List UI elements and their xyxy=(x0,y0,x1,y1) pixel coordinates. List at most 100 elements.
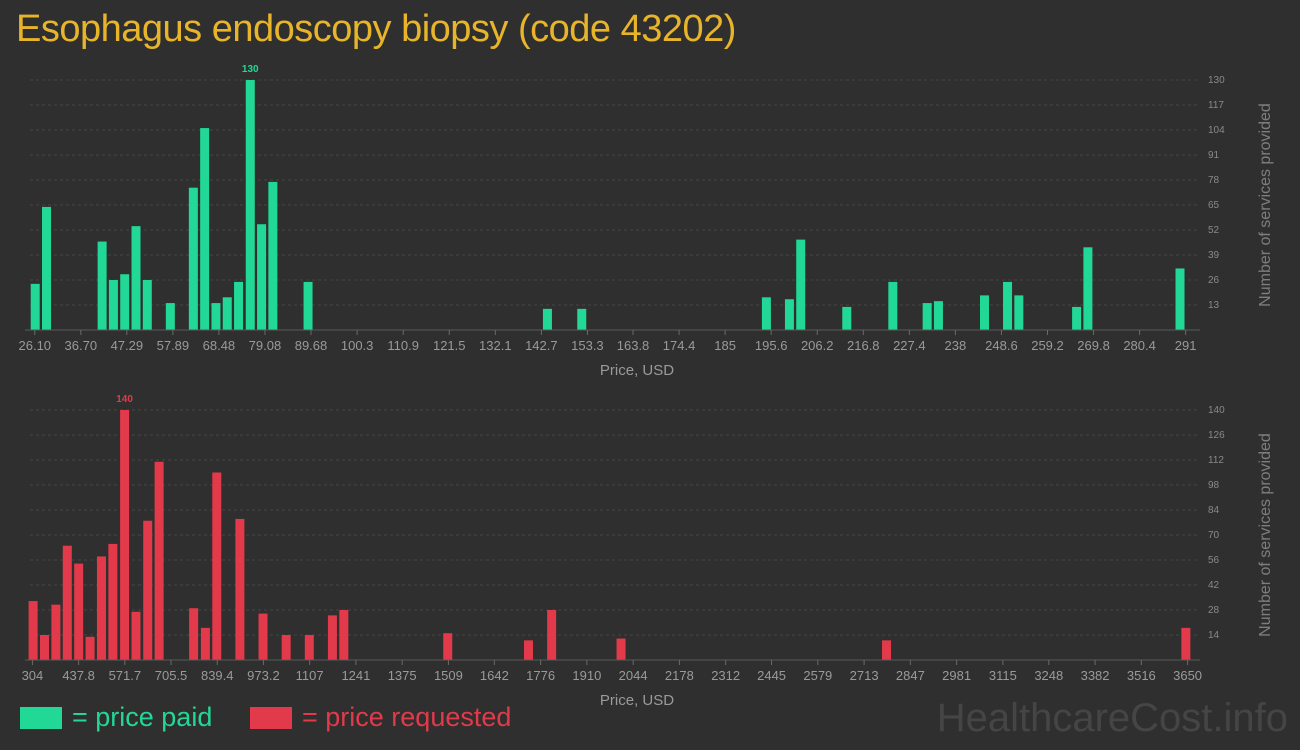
paid-xtick-label: 248.6 xyxy=(985,338,1018,353)
paid-xtick-label: 47.29 xyxy=(111,338,144,353)
paid-bar xyxy=(1072,306,1082,330)
requested-bar xyxy=(154,461,164,660)
paid-bar xyxy=(761,297,771,330)
paid-xtick-label: 291 xyxy=(1175,338,1197,353)
requested-xtick-label: 2981 xyxy=(942,668,971,683)
paid-xtick-label: 153.3 xyxy=(571,338,604,353)
legend-paid-label: = price paid xyxy=(72,702,213,732)
paid-bar xyxy=(108,280,118,330)
paid-bar xyxy=(268,181,278,330)
paid-bar xyxy=(142,280,152,330)
requested-xtick-label: 1910 xyxy=(572,668,601,683)
requested-bar xyxy=(28,601,38,660)
paid-xtick-label: 206.2 xyxy=(801,338,834,353)
requested-bar xyxy=(85,636,95,660)
paid-xtick-label: 238 xyxy=(945,338,967,353)
paid-ytick-label: 104 xyxy=(1208,125,1225,136)
requested-ytick-label: 70 xyxy=(1208,530,1220,541)
paid-bar xyxy=(42,206,52,330)
legend-price-paid: = price paid xyxy=(20,702,212,733)
requested-xtick-label: 304 xyxy=(22,668,44,683)
paid-ytick-label: 13 xyxy=(1208,300,1220,311)
paid-xtick-label: 195.6 xyxy=(755,338,788,353)
page-title: Esophagus endoscopy biopsy (code 43202) xyxy=(16,8,736,50)
paid-xtick-label: 79.08 xyxy=(249,338,282,353)
requested-bar xyxy=(131,611,141,660)
requested-bar xyxy=(96,556,106,660)
paid-xtick-label: 142.7 xyxy=(525,338,558,353)
paid-bar xyxy=(842,306,852,330)
requested-bar xyxy=(882,640,892,660)
requested-bar xyxy=(281,635,291,660)
requested-bar xyxy=(40,635,49,660)
paid-ytick-label: 52 xyxy=(1208,225,1220,236)
paid-bar xyxy=(257,224,267,330)
paid-xtick-label: 259.2 xyxy=(1031,338,1064,353)
paid-bar xyxy=(222,297,232,330)
requested-ytick-label: 112 xyxy=(1208,455,1224,466)
paid-ytick-label: 78 xyxy=(1208,175,1220,186)
paid-bar xyxy=(245,80,255,330)
requested-xtick-label: 2178 xyxy=(665,668,694,683)
requested-xtick-label: 3382 xyxy=(1081,668,1110,683)
paid-bar xyxy=(784,299,794,330)
requested-xtick-label: 2847 xyxy=(896,668,925,683)
paid-xtick-label: 280.4 xyxy=(1123,338,1156,353)
requested-xtick-label: 2445 xyxy=(757,668,786,683)
paid-ylabel: Number of services provided xyxy=(1257,103,1274,307)
requested-xtick-label: 2579 xyxy=(803,668,832,683)
paid-ytick-label: 39 xyxy=(1208,250,1220,261)
paid-bar xyxy=(234,281,244,330)
paid-xtick-label: 68.48 xyxy=(203,338,236,353)
legend-paid-swatch xyxy=(20,706,62,729)
requested-bar xyxy=(524,640,534,660)
paid-xtick-label: 100.3 xyxy=(341,338,374,353)
requested-bar xyxy=(189,608,199,660)
requested-ytick-label: 84 xyxy=(1208,505,1220,516)
paid-bar xyxy=(165,303,175,330)
requested-ytick-label: 14 xyxy=(1208,630,1220,641)
requested-bar xyxy=(200,627,210,660)
paid-bar xyxy=(796,239,806,330)
requested-xtick-label: 1375 xyxy=(388,668,417,683)
paid-xtick-label: 163.8 xyxy=(617,338,650,353)
requested-xlabel: Price, USD xyxy=(600,692,674,709)
paid-xtick-label: 269.8 xyxy=(1077,338,1110,353)
paid-xtick-label: 89.68 xyxy=(295,338,328,353)
requested-bar xyxy=(108,543,118,660)
legend-requested-label: = price requested xyxy=(302,702,512,732)
requested-ytick-label: 56 xyxy=(1208,555,1220,566)
paid-bar xyxy=(131,226,141,330)
paid-bar xyxy=(97,241,107,330)
requested-ylabel: Number of services provided xyxy=(1257,433,1274,637)
requested-ytick-label: 98 xyxy=(1208,480,1220,491)
paid-ytick-label: 91 xyxy=(1208,150,1220,161)
requested-bar xyxy=(443,633,453,660)
watermark-logo: HealthcareCost.info xyxy=(936,696,1288,740)
requested-xtick-label: 2312 xyxy=(711,668,740,683)
paid-bar xyxy=(200,128,210,330)
paid-bar xyxy=(303,281,313,330)
requested-xtick-label: 1776 xyxy=(526,668,555,683)
paid-bar xyxy=(1083,247,1093,330)
paid-bar xyxy=(888,281,898,330)
paid-bar xyxy=(30,283,40,330)
requested-bar xyxy=(235,518,245,660)
requested-xtick-label: 1107 xyxy=(296,668,324,683)
requested-xtick-label: 3650 xyxy=(1173,668,1202,683)
paid-ytick-label: 65 xyxy=(1208,200,1220,211)
requested-xtick-label: 1509 xyxy=(434,668,463,683)
requested-bar xyxy=(143,520,153,660)
requested-bar xyxy=(616,638,626,660)
paid-bar xyxy=(922,303,932,330)
requested-bar xyxy=(212,472,222,660)
requested-bar xyxy=(258,613,268,660)
requested-xtick-label: 839.4 xyxy=(201,668,234,683)
requested-xtick-label: 1642 xyxy=(480,668,509,683)
requested-bar xyxy=(120,410,130,660)
paid-bar xyxy=(1175,268,1185,330)
legend-requested-swatch xyxy=(250,706,292,729)
requested-xtick-label: 973.2 xyxy=(247,668,280,683)
paid-xtick-label: 227.4 xyxy=(893,338,926,353)
paid-bar xyxy=(542,308,552,330)
